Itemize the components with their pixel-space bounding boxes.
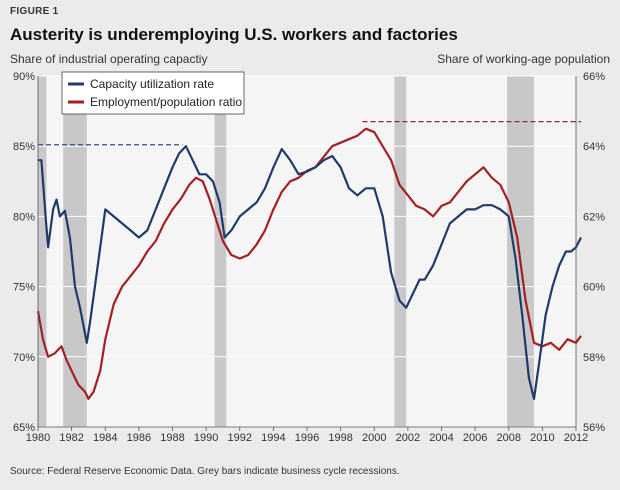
x-tick-label-8: 1996 [295, 432, 319, 444]
figure-label: FIGURE 1 [10, 6, 59, 17]
chart-title: Austerity is underemploying U.S. workers… [10, 25, 458, 44]
y-tick-label-0: 65% [13, 422, 35, 434]
y2-tick-label-5: 66% [583, 71, 605, 83]
y2-tick-label-3: 62% [583, 211, 605, 223]
x-tick-label-12: 2004 [429, 432, 453, 444]
source-note: Source: Federal Reserve Economic Data. G… [10, 466, 400, 477]
recession-bar-4 [507, 76, 534, 427]
legend: Capacity utilization rate Employment/pop… [61, 71, 245, 115]
series-lines [36, 127, 582, 400]
x-tick-label-13: 2006 [463, 432, 487, 444]
legend-label-capacity: Capacity utilization rate [90, 77, 214, 91]
x-tick-label-2: 1984 [93, 432, 117, 444]
series-line-capacity [38, 145, 582, 400]
y-tick-label-3: 80% [13, 211, 35, 223]
y2-tick-label-1: 58% [583, 352, 605, 364]
series-line-employment [36, 127, 582, 400]
y2-tick-label-4: 64% [583, 141, 605, 153]
y2-tick-label-2: 60% [583, 282, 605, 294]
recession-bar-1 [63, 76, 87, 427]
x-tick-label-0: 1980 [26, 432, 50, 444]
x-tick-label-11: 2002 [396, 432, 420, 444]
x-tick-label-3: 1986 [127, 432, 151, 444]
recession-bar-3 [394, 76, 407, 427]
x-tick-label-10: 2000 [362, 432, 386, 444]
x-tick-label-15: 2010 [530, 432, 554, 444]
y-tick-label-2: 75% [13, 282, 35, 294]
y-tick-label-5: 90% [13, 71, 35, 83]
plot-area [38, 76, 576, 427]
legend-label-employment: Employment/population ratio [90, 95, 242, 109]
y-tick-label-4: 85% [13, 141, 35, 153]
x-tick-label-7: 1994 [261, 432, 285, 444]
recession-bar-2 [214, 76, 227, 427]
y2-tick-label-0: 56% [583, 422, 605, 434]
y-tick-label-1: 70% [13, 352, 35, 364]
x-tick-label-6: 1992 [228, 432, 252, 444]
x-tick-label-5: 1990 [194, 432, 218, 444]
x-tick-label-14: 2008 [497, 432, 521, 444]
x-tick-label-16: 2012 [564, 432, 588, 444]
legend-box [61, 71, 245, 115]
reference-lines [38, 121, 582, 146]
right-axis-title: Share of working-age population [437, 52, 610, 66]
x-tick-label-4: 1988 [160, 432, 184, 444]
recession-bar-0 [38, 76, 47, 427]
recession-bars [38, 76, 534, 427]
axes: 65% 70% 75% 80% 85% 90% 56% 58% 60% 62% 64% 66% 1980… [13, 71, 605, 444]
x-tick-label-9: 1998 [328, 432, 352, 444]
x-tick-label-1: 1982 [59, 432, 83, 444]
left-axis-title: Share of industrial operating capactiy [10, 52, 208, 66]
